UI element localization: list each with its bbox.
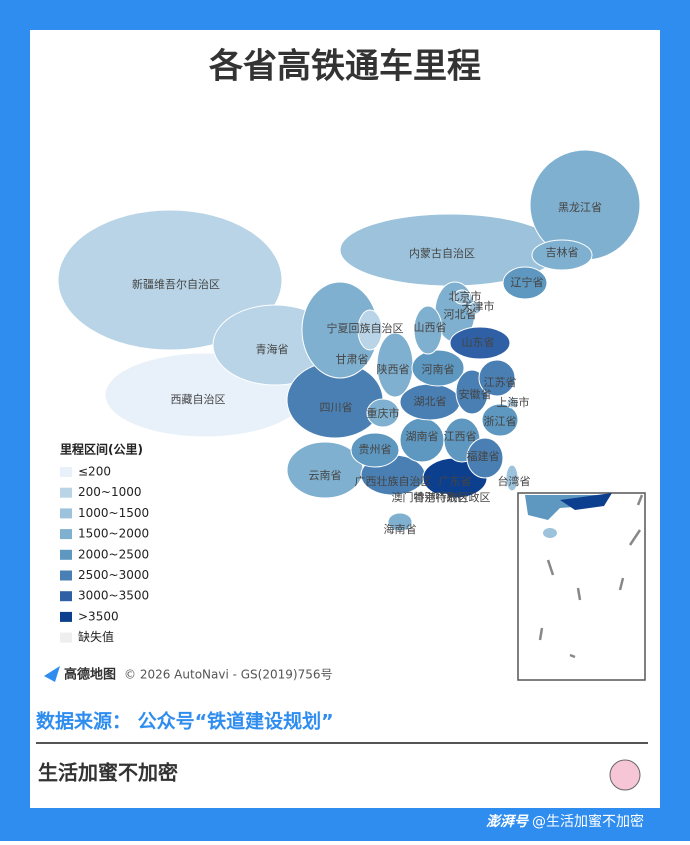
source: 数据来源： 公众号“铁道建设规划” (36, 710, 334, 733)
province-label: 浙江省 (484, 415, 517, 428)
province (453, 289, 471, 305)
province (441, 493, 449, 501)
legend-label: 1500~2000 (78, 527, 149, 541)
legend-label: 2000~2500 (78, 547, 149, 561)
province-label: 江西省 (444, 430, 477, 443)
inset-guangdong (560, 493, 612, 510)
province (411, 349, 465, 387)
legend-swatch (60, 591, 72, 602)
province-label: 陕西省 (377, 362, 410, 376)
logo-text: 高德地图 (64, 667, 116, 683)
province (350, 432, 400, 468)
province-label: 香港特别行政区 (414, 490, 491, 504)
legend-label: >3500 (78, 609, 119, 623)
legend-swatch (60, 467, 72, 477)
province-label: 西藏自治区 (171, 392, 226, 406)
inset-hainan (543, 528, 557, 538)
legend-swatch (60, 529, 72, 540)
province-label: 新疆维吾尔自治区 (132, 277, 220, 291)
province (366, 398, 400, 428)
legend-box (48, 433, 158, 655)
province-label: 贵州省 (359, 443, 392, 456)
inset-map (517, 492, 646, 681)
province-label: 内蒙古自治区 (409, 246, 475, 260)
province-label: 北京市 (449, 289, 482, 303)
province-label: 吉林省 (546, 245, 579, 259)
attribution: © 2026 AutoNavi - GS(2019)756号 (124, 668, 332, 682)
legend-label: 缺失值 (78, 629, 114, 644)
province-label: 广西壮族自治区 (355, 474, 432, 488)
province-label: 云南省 (309, 469, 342, 482)
province-label: 天津市 (462, 299, 495, 313)
title: 各省高铁通车里程 (209, 47, 481, 87)
legend-label: 3000~3500 (78, 589, 149, 603)
legend-swatch (60, 549, 72, 560)
legend-swatch (60, 632, 72, 643)
province-label: 河南省 (422, 363, 455, 376)
legend-swatch (60, 570, 72, 581)
province-label: 海南省 (384, 522, 417, 536)
province (449, 326, 511, 360)
province (531, 239, 593, 271)
province-label: 湖北省 (414, 395, 447, 408)
province-label: 安徽省 (459, 387, 492, 401)
province-label: 黑龙江省 (558, 201, 602, 214)
legend-title: 里程区间(公里) (60, 442, 143, 457)
province (481, 403, 519, 437)
province-label: 宁夏回族自治区 (327, 321, 404, 335)
legend-swatch (60, 508, 72, 519)
province-label: 四川省 (320, 401, 353, 414)
province (357, 309, 383, 351)
province (502, 266, 548, 300)
map (57, 149, 641, 532)
inset-border (538, 494, 644, 659)
province (387, 512, 413, 532)
watermark-account: @生活加蜜不加密 (532, 813, 644, 830)
province-label: 江苏省 (484, 376, 517, 389)
province-label: 辽宁省 (511, 275, 544, 289)
legend: ≤200 200~1000 1000~1500 1500~2000 2000~2500 2… (60, 465, 149, 644)
legend-label: 1000~1500 (78, 506, 149, 520)
province-label: 上海市 (497, 395, 530, 409)
province-label: 河北省 (444, 308, 477, 321)
logo-icon (44, 666, 60, 682)
legend-label: 2500~3000 (78, 568, 149, 582)
province (478, 359, 516, 397)
legend-swatch (60, 611, 72, 622)
province-label: 福建省 (467, 449, 500, 463)
province (413, 305, 443, 355)
province (468, 301, 482, 315)
legend-swatch (60, 487, 72, 498)
province (506, 397, 518, 409)
province-label: 甘肃省 (336, 353, 369, 366)
mascot (609, 759, 641, 791)
province (57, 209, 283, 351)
province-label: 广东省 (439, 475, 472, 488)
province-label: 青海省 (256, 342, 289, 356)
province-label: 重庆市 (367, 406, 400, 420)
province (505, 464, 519, 492)
legend-label: ≤200 (78, 465, 111, 479)
province-label: 山西省 (414, 321, 447, 334)
province (434, 492, 442, 500)
province (466, 437, 504, 479)
province-label: 湖南省 (406, 430, 439, 443)
legend-label: 200~1000 (78, 485, 142, 499)
province-label: 山东省 (462, 336, 495, 349)
watermark-brand: 澎湃号 (486, 813, 529, 830)
province-label: 澳门特别行政区 (392, 490, 469, 504)
footer: 生活加蜜不加密 (38, 761, 178, 785)
province-label: 台湾省 (498, 474, 531, 488)
